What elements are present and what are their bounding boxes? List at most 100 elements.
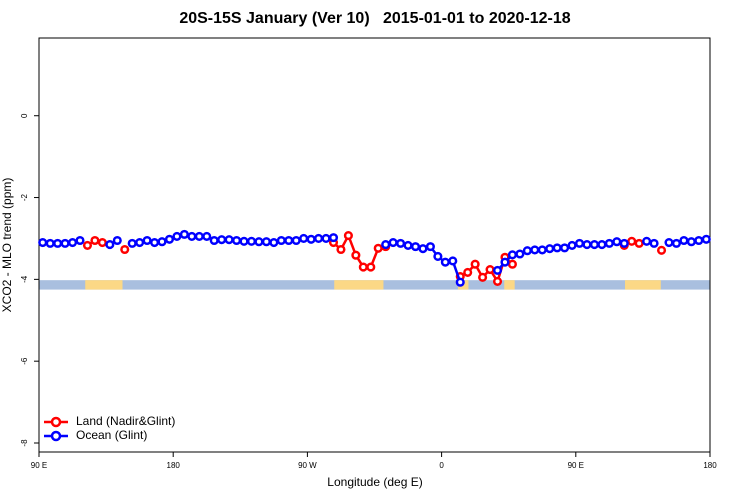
data-point <box>492 276 503 286</box>
data-point <box>246 236 257 246</box>
data-point <box>507 250 517 260</box>
data-point <box>448 256 458 266</box>
data-point <box>224 235 234 245</box>
data-point <box>194 231 204 241</box>
data-point <box>179 229 189 239</box>
data-point <box>597 240 607 250</box>
data-point <box>142 235 152 246</box>
data-point <box>634 238 644 248</box>
legend-label: Ocean (Glint) <box>76 428 147 442</box>
data-point <box>656 245 667 255</box>
land-strip <box>85 280 123 290</box>
x-tick-label: 0 <box>439 461 444 470</box>
data-point <box>403 240 413 250</box>
data-point <box>314 233 324 244</box>
data-point <box>336 244 346 255</box>
data-point <box>694 235 704 246</box>
data-point <box>455 277 465 287</box>
data-point <box>515 249 525 259</box>
data-point <box>172 231 182 241</box>
data-point <box>105 240 115 250</box>
y-tick-label: -4 <box>20 275 29 283</box>
data-point <box>373 243 383 253</box>
data-point <box>202 231 212 241</box>
data-point <box>38 237 48 248</box>
data-point <box>642 236 652 246</box>
data-point <box>433 251 443 262</box>
data-point <box>604 238 614 248</box>
land-strip <box>625 280 661 290</box>
land-strip <box>334 280 384 290</box>
data-point <box>187 231 197 241</box>
data-point <box>366 262 376 272</box>
data-point <box>470 259 480 269</box>
x-tick-label: 90 E <box>568 461 584 470</box>
data-point <box>560 243 570 253</box>
data-point <box>478 272 488 282</box>
data-point <box>90 235 100 246</box>
data-point <box>388 237 398 248</box>
data-point <box>612 237 622 247</box>
data-point <box>306 234 316 244</box>
y-tick-label: -2 <box>20 193 29 201</box>
data-point <box>45 238 55 248</box>
data-point <box>396 238 406 248</box>
data-point <box>217 235 227 245</box>
data-point <box>75 235 85 246</box>
data-point <box>582 240 592 250</box>
data-point <box>463 267 473 277</box>
data-point <box>120 244 130 255</box>
data-point <box>328 233 339 243</box>
legend-label: Land (Nadir&Glint) <box>76 414 175 428</box>
x-tick-label: 180 <box>703 461 717 470</box>
data-point <box>157 237 167 247</box>
x-tick-label: 90 W <box>298 461 317 470</box>
data-point <box>619 238 629 248</box>
data-point <box>254 237 264 247</box>
data-point <box>276 235 286 246</box>
y-axis-label: XCO2 - MLO trend (ppm) <box>0 178 14 313</box>
data-point <box>507 259 517 269</box>
land-strip <box>504 280 515 290</box>
data-point <box>358 262 368 272</box>
data-point <box>627 236 637 246</box>
data-point <box>492 265 503 275</box>
data-point <box>425 242 435 252</box>
data-point <box>299 233 309 244</box>
data-point <box>291 235 301 246</box>
data-point <box>232 235 242 246</box>
data-point <box>381 240 391 250</box>
data-point <box>127 238 137 248</box>
data-point <box>284 235 294 246</box>
data-point <box>410 242 421 252</box>
data-point <box>343 231 353 241</box>
data-point <box>418 244 428 254</box>
data-point <box>649 238 659 248</box>
chart-title: 20S-15S January (Ver 10) 2015-01-01 to 2… <box>179 10 570 27</box>
data-point <box>552 243 562 253</box>
data-point <box>537 245 547 255</box>
data-point <box>589 240 599 250</box>
data-point <box>679 235 689 246</box>
data-point <box>664 237 674 248</box>
data-point <box>321 233 331 244</box>
data-point <box>261 237 271 247</box>
x-tick-label: 90 E <box>31 461 47 470</box>
y-tick-label: 0 <box>20 113 29 118</box>
data-point <box>239 236 249 246</box>
data-point <box>686 237 696 247</box>
data-point <box>164 234 175 244</box>
x-tick-label: 180 <box>167 461 181 470</box>
data-point <box>269 237 279 248</box>
data-point <box>97 237 107 248</box>
data-point <box>522 246 532 256</box>
x-axis-label: Longitude (deg E) <box>327 475 422 489</box>
data-point <box>150 237 160 248</box>
data-point <box>567 240 577 250</box>
legend-marker <box>50 430 62 442</box>
data-point <box>112 235 122 246</box>
data-point <box>671 238 682 248</box>
data-point <box>82 240 93 250</box>
data-point <box>60 238 70 248</box>
